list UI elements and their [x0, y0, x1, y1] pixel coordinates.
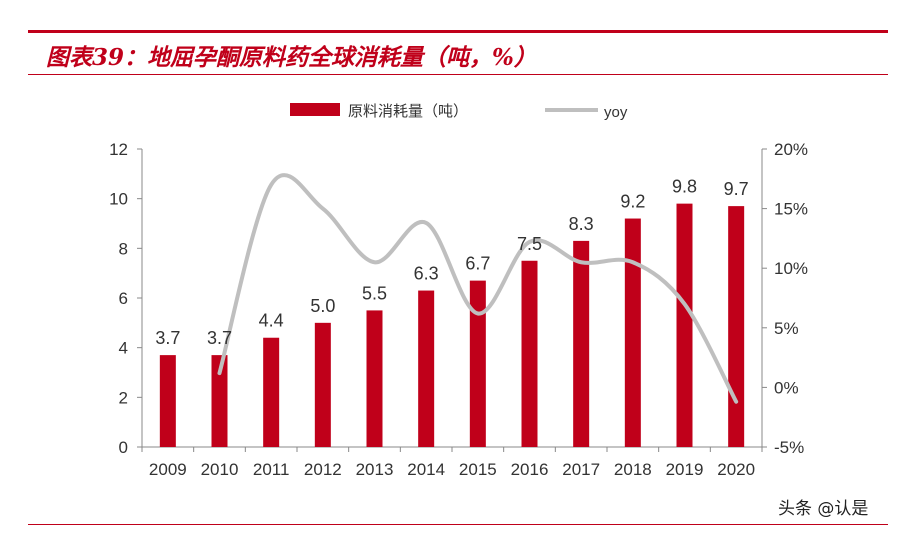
- bar-2011: [263, 337, 280, 447]
- x-axis-tick-label: 2010: [201, 460, 239, 479]
- bar-2017: [573, 240, 590, 447]
- bar-2016: [521, 260, 538, 447]
- legend-label-bar: 原料消耗量（吨）: [348, 103, 468, 120]
- x-axis-tick-label: 2016: [511, 460, 549, 479]
- right-axis-tick-label: -5%: [774, 438, 804, 457]
- x-axis-tick-label: 2015: [459, 460, 497, 479]
- bar-data-label: 5.0: [310, 296, 335, 316]
- bar-2020: [728, 206, 745, 447]
- bar-data-label: 3.7: [207, 328, 232, 348]
- right-axis-tick-label: 0%: [774, 378, 799, 397]
- left-axis-tick-label: 10: [109, 190, 128, 209]
- bar-data-label: 9.7: [724, 179, 749, 199]
- bar-2012: [314, 322, 331, 447]
- x-axis-tick-label: 2012: [304, 460, 342, 479]
- x-axis-tick-label: 2014: [407, 460, 445, 479]
- legend-label-line: yoy: [604, 104, 628, 121]
- bar-2014: [418, 290, 435, 447]
- bar-data-label: 4.4: [259, 311, 284, 331]
- bar-2009: [159, 355, 176, 447]
- watermark-text: 头条 @认是: [778, 499, 869, 519]
- right-axis-tick-label: 5%: [774, 319, 799, 338]
- bar-2010: [211, 355, 228, 447]
- left-axis-tick-label: 4: [119, 339, 128, 358]
- footer-rule: [28, 524, 888, 525]
- bar-data-label: 8.3: [569, 214, 594, 234]
- bar-data-label: 7.5: [517, 234, 542, 254]
- x-axis-tick-label: 2009: [149, 460, 187, 479]
- bar-data-label: 3.7: [155, 328, 180, 348]
- left-axis-tick-label: 12: [109, 140, 128, 159]
- legend-swatch-bar: [290, 103, 340, 116]
- x-axis-tick-label: 2018: [614, 460, 652, 479]
- bar-2019: [676, 203, 693, 447]
- bar-data-label: 6.7: [465, 254, 490, 274]
- title-underline: [28, 74, 888, 75]
- bar-data-label: 6.3: [414, 264, 439, 284]
- x-axis-tick-label: 2020: [717, 460, 755, 479]
- right-axis-tick-label: 20%: [774, 140, 808, 159]
- bar-data-label: 9.2: [620, 192, 645, 212]
- left-axis-tick-label: 0: [119, 438, 128, 457]
- chart-title: 图表39：地屈孕酮原料药全球消耗量（吨，%）: [46, 44, 537, 71]
- bar-data-label: 5.5: [362, 283, 387, 303]
- yoy-series-line: [217, 173, 739, 404]
- bar-data-label: 9.8: [672, 177, 697, 197]
- left-axis-tick-label: 6: [119, 289, 128, 308]
- right-axis-tick-label: 15%: [774, 200, 808, 219]
- x-axis-tick-label: 2013: [356, 460, 394, 479]
- x-axis-tick-label: 2017: [562, 460, 600, 479]
- bar-2015: [469, 280, 486, 447]
- bar-2013: [366, 310, 383, 447]
- left-axis-tick-label: 8: [119, 239, 128, 258]
- right-axis-tick-label: 10%: [774, 259, 808, 278]
- header-top-rule: [28, 30, 888, 33]
- x-axis-tick-label: 2019: [666, 460, 704, 479]
- x-axis-tick-label: 2011: [253, 460, 290, 479]
- left-axis-tick-label: 2: [119, 388, 128, 407]
- bar-2018: [624, 218, 641, 447]
